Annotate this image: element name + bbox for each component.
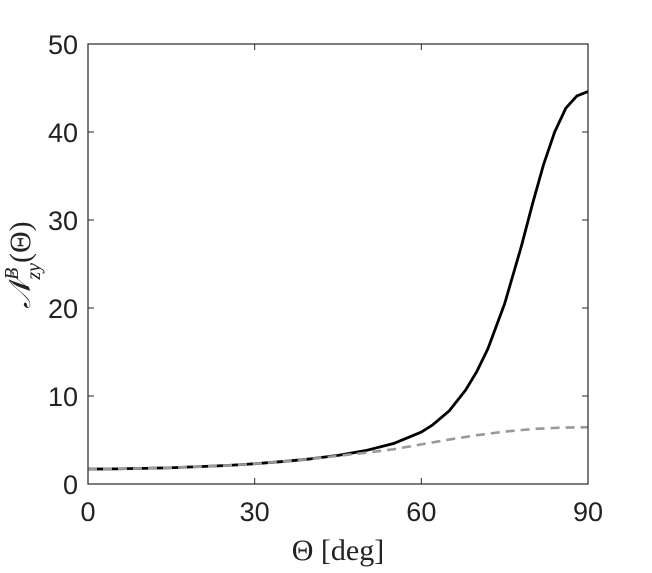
y-tick-label: 50 [48,30,78,60]
series-line-solid [87,90,589,471]
x-axis-title: Θ [deg] [292,534,384,567]
y-axis-title: 𝒩Bzy(Θ) [1,221,45,308]
plot-area [87,90,589,471]
x-tick-label: 90 [573,497,603,527]
svg-text:𝒩Bzy(Θ): 𝒩Bzy(Θ) [1,221,45,308]
series-line-dashed [87,425,589,471]
x-tick-label: 30 [240,497,270,527]
y-tick-label: 20 [48,294,78,324]
y-axis-title-argument: (Θ) [4,221,37,263]
x-tick-label: 60 [406,497,436,527]
y-tick-label: 30 [48,206,78,236]
y-axis-title-superscript: B [1,268,23,280]
y-tick-label: 40 [48,118,78,148]
axes-box [87,43,589,485]
y-tick-label: 0 [63,470,78,500]
axes: 0 30 60 90 0 10 20 30 40 50 [48,30,603,527]
y-axis-title-subscript: zy [23,263,45,281]
x-tick-label: 0 [80,497,95,527]
y-tick-label: 10 [48,382,78,412]
